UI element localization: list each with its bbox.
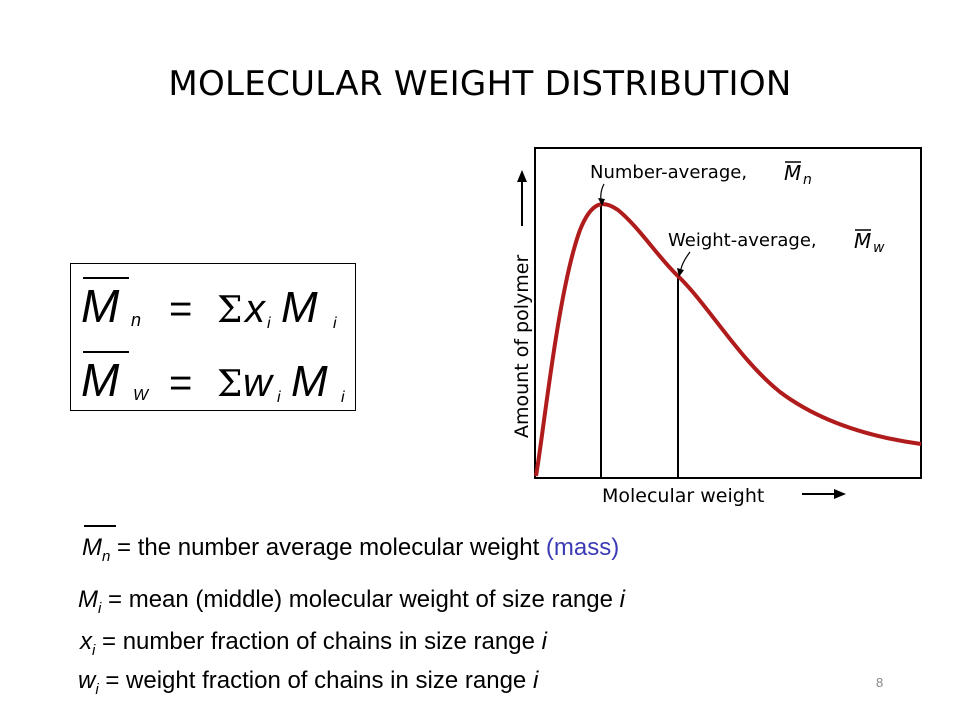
- definition-wi: wi = weight fraction of chains in size r…: [78, 667, 539, 698]
- y-axis-label: Amount of polymer: [511, 255, 533, 438]
- mn-M: M: [281, 283, 318, 332]
- mn-sigma: Σ: [217, 290, 242, 331]
- weight-average-symbol: M: [854, 229, 871, 253]
- def-mn-accent: (mass): [545, 534, 620, 561]
- weight-average-label: Weight-average,: [668, 230, 817, 251]
- mn-var-sub: i: [267, 315, 271, 332]
- mw-M: M: [291, 357, 328, 406]
- def-xi-text: = number fraction of chains in size rang…: [95, 628, 542, 655]
- def-mn-text: = the number average molecular weight: [110, 534, 546, 561]
- mn-lhs: M: [81, 280, 120, 332]
- def-wi-text: = weight fraction of chains in size rang…: [98, 667, 533, 694]
- formula-box: M n = Σ x i M i M W = Σ w i M i: [70, 263, 356, 411]
- x-axis-arrow-head: [834, 489, 846, 499]
- mw-M-sub: i: [341, 389, 345, 406]
- mn-M-sub: i: [333, 315, 337, 332]
- def-wi-sub: i: [95, 681, 99, 698]
- def-mn-sub: n: [102, 548, 111, 565]
- number-average-label: Number-average,: [590, 162, 747, 183]
- def-xi-sub: i: [92, 642, 96, 659]
- def-mi-text: = mean (middle) molecular weight of size…: [101, 586, 620, 613]
- definition-mn: Mn = the number average molecular weight…: [82, 534, 620, 565]
- def-mi-tail: i: [619, 586, 625, 613]
- mw-sigma: Σ: [217, 364, 242, 405]
- number-average-pointer-head: [598, 198, 605, 206]
- x-axis-label: Molecular weight: [602, 485, 764, 507]
- number-average-sub: n: [803, 172, 812, 188]
- page-number: 8: [876, 675, 884, 690]
- distribution-graph: Amount of polymer Molecular weight Numbe…: [500, 140, 930, 525]
- mw-lhs: M: [81, 354, 120, 406]
- weight-average-pointer-head: [677, 268, 684, 277]
- graph-svg: Amount of polymer Molecular weight Numbe…: [511, 147, 922, 507]
- def-mn-symbol: M: [82, 534, 102, 561]
- mn-equals: =: [169, 287, 192, 331]
- def-xi-symbol: x: [80, 628, 92, 655]
- graph-frame: [534, 147, 922, 479]
- def-wi-tail: i: [532, 667, 539, 694]
- mw-var: w: [243, 361, 275, 405]
- number-average-symbol: M: [784, 161, 801, 185]
- mn-lhs-sub: n: [131, 310, 141, 330]
- mw-var-sub: i: [277, 389, 281, 406]
- formula-svg: M n = Σ x i M i M W = Σ w i M i: [81, 277, 345, 406]
- def-mi-symbol: M: [78, 586, 98, 613]
- definition-mi: Mi = mean (middle) molecular weight of s…: [78, 586, 625, 617]
- def-wi-symbol: w: [78, 667, 96, 694]
- mw-equals: =: [169, 361, 192, 405]
- mw-lhs-sub: W: [133, 387, 150, 404]
- slide-title: MOLECULAR WEIGHT DISTRIBUTION: [168, 64, 792, 104]
- distribution-curve: [534, 202, 922, 477]
- definition-xi: xi = number fraction of chains in size r…: [80, 628, 547, 659]
- mn-var: x: [243, 287, 267, 331]
- y-axis-arrow-head: [517, 170, 527, 182]
- def-mn-overbar: [84, 525, 116, 527]
- def-mi-sub: i: [98, 600, 102, 617]
- def-xi-tail: i: [541, 628, 547, 655]
- weight-average-sub: w: [873, 240, 885, 256]
